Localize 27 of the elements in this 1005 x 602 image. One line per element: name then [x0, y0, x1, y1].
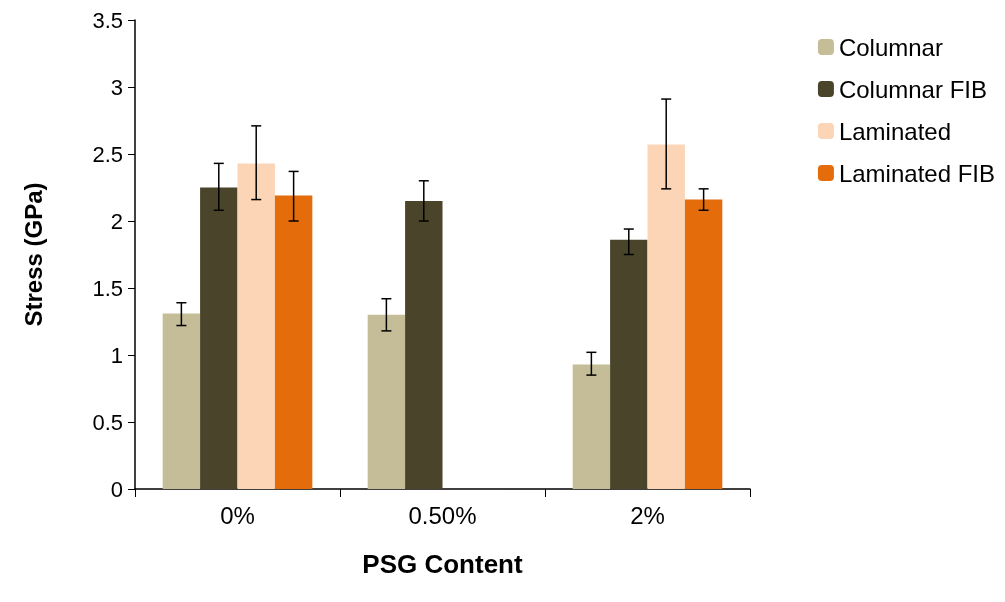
y-tick-label: 0: [110, 476, 123, 502]
y-tick-label: 3: [110, 74, 123, 100]
x-tick-label: 0%: [220, 501, 255, 529]
legend-label: Laminated: [838, 117, 951, 145]
x-tick-label: 0.50%: [408, 501, 477, 529]
y-axis-title: Stress (GPa): [19, 182, 47, 327]
bar: [405, 200, 443, 489]
legend-label: Columnar FIB: [838, 75, 987, 103]
bar: [274, 195, 313, 489]
y-tick-label: 2.5: [92, 141, 123, 167]
y-tick-label: 2: [110, 208, 123, 234]
bar: [647, 144, 685, 489]
bar: [610, 239, 648, 489]
y-tick-label: 3.5: [92, 7, 123, 33]
y-tick-label: 0.5: [92, 409, 123, 435]
bar: [162, 313, 201, 489]
y-tick-label: 1: [110, 342, 123, 368]
y-tick-label: 1.5: [92, 275, 123, 301]
bar: [200, 187, 238, 489]
x-tick-label: 2%: [630, 501, 665, 529]
bar: [684, 199, 723, 489]
bar: [237, 163, 275, 489]
bar: [367, 314, 406, 489]
x-axis-title: PSG Content: [362, 549, 523, 579]
bar: [572, 364, 611, 489]
legend-label: Laminated FIB: [838, 159, 996, 187]
legend-label: Columnar: [838, 33, 943, 61]
